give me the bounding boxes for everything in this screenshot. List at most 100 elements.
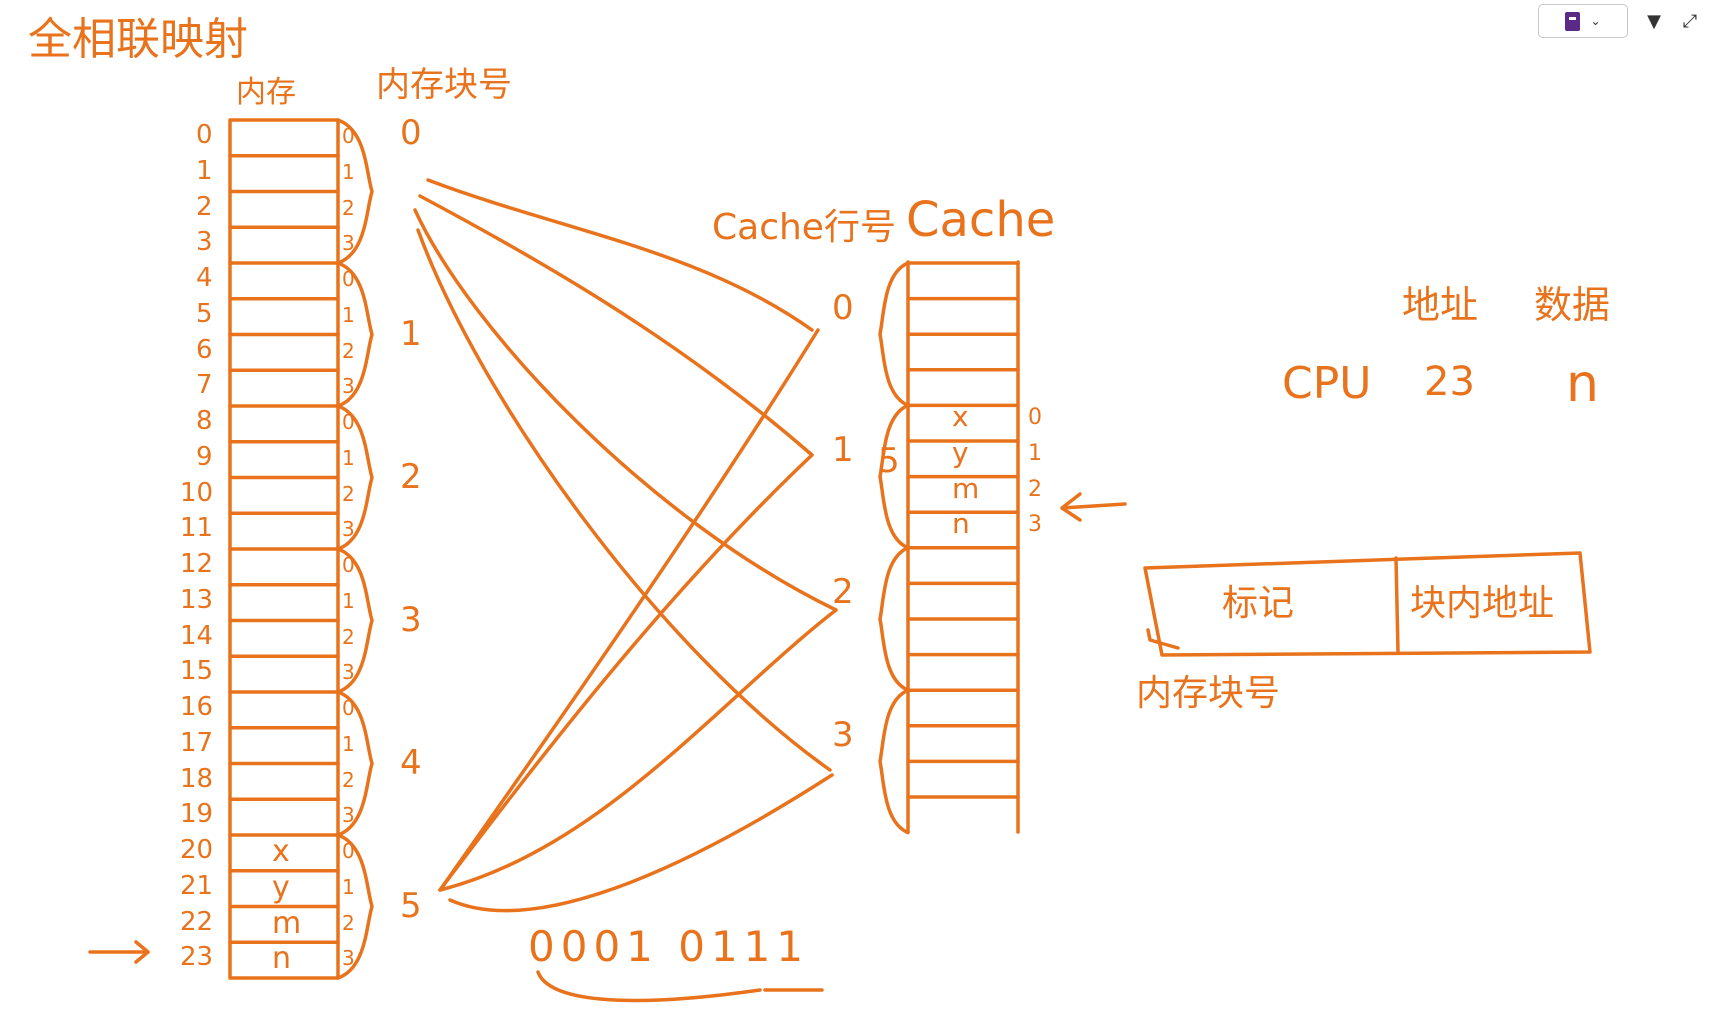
memory-offset-label: 1	[342, 588, 355, 613]
memory-address-label: 15	[180, 656, 214, 687]
map-b5-l0	[438, 328, 820, 892]
cache-arrow	[1060, 492, 1127, 522]
memory-offset-label: 3	[342, 231, 355, 256]
notebook-button[interactable]: ⌄	[1538, 4, 1628, 38]
tag-field-label: 标记	[1222, 583, 1295, 624]
cache-offset-label: 3	[1028, 512, 1042, 538]
memory-offset-label: 1	[342, 731, 355, 756]
cache-line-brace	[878, 546, 910, 692]
memory-address-label: 0	[196, 120, 213, 150]
memory-offset-label: 2	[342, 910, 355, 935]
memory-address-label: 8	[196, 406, 213, 436]
memory-offset-label: 0	[342, 410, 355, 434]
memory-offset-label: 0	[342, 839, 355, 863]
memory-address-label: 21	[180, 870, 214, 901]
cache-line-brace	[878, 688, 910, 835]
memory-content-value: n	[272, 941, 292, 977]
memory-content-value: m	[272, 905, 302, 941]
memory-offset-label: 3	[342, 660, 355, 685]
memory-address-label: 4	[196, 263, 213, 293]
block-number-label: 3	[400, 599, 422, 640]
memory-address-label: 9	[196, 441, 213, 472]
memory-block-brace	[336, 118, 374, 265]
map-b5-l1	[438, 453, 814, 892]
memory-offset-label: 2	[342, 338, 355, 363]
memory-block-braces	[336, 118, 374, 980]
cache-line-number: 0	[832, 287, 854, 328]
cache-line-braces	[878, 261, 910, 835]
memory-address-label: 22	[180, 906, 214, 937]
memory-header: 内存	[236, 75, 296, 110]
notebook-icon	[1565, 11, 1581, 31]
memory-offset-label: 0	[342, 124, 355, 148]
map-b5-l3	[448, 773, 834, 913]
block-number-label: 1	[400, 313, 422, 354]
memory-offset-label: 0	[342, 696, 355, 720]
memory-address-label: 18	[180, 763, 214, 794]
addr-format-box	[1143, 551, 1592, 657]
memory-content-value: x	[272, 834, 290, 869]
expand-icon[interactable]: ⤢	[1682, 10, 1698, 32]
block-number-label: 5	[400, 885, 422, 926]
memory-offset-label: 1	[342, 445, 355, 470]
cache-content-value: n	[952, 507, 970, 541]
memory-block-brace	[336, 404, 374, 551]
memory-address-label: 12	[180, 549, 214, 579]
chevron-down-icon: ⌄	[1590, 14, 1601, 28]
memory-content-value: y	[272, 869, 290, 905]
data-header: 数据	[1534, 283, 1611, 327]
cache-content-value: x	[952, 400, 969, 434]
cache-line-brace	[878, 403, 910, 550]
memory-row-dividers	[228, 154, 340, 944]
cpu-label: CPU	[1282, 358, 1372, 409]
cache-offset-label: 2	[1028, 476, 1042, 502]
page-title: 全相联映射	[28, 14, 248, 65]
toolbar: ⌄ ▼ ⤢	[1538, 4, 1700, 38]
memory-address-label: 17	[180, 727, 214, 758]
mem-arrow	[88, 940, 150, 964]
memory-address-label: 20	[180, 835, 214, 865]
memory-offset-label: 2	[342, 767, 355, 792]
memory-offset-label: 1	[342, 874, 355, 899]
offset-field-label: 块内地址	[1410, 583, 1555, 624]
cache-content-value: y	[952, 436, 969, 469]
cache-line-brace	[878, 261, 910, 408]
memory-block-brace	[336, 690, 374, 837]
cache-offset-label: 0	[1028, 405, 1042, 431]
memory-offset-label: 2	[342, 195, 355, 220]
map-b0-l1	[418, 194, 814, 457]
binary-address: 0001 0111	[528, 922, 810, 971]
block-number-label: 2	[400, 456, 422, 497]
address-header: 地址	[1402, 283, 1479, 327]
pen-icon[interactable]: ▼	[1647, 10, 1661, 32]
memory-offset-label: 0	[342, 267, 355, 291]
memory-address-label: 19	[180, 799, 214, 830]
memory-address-label: 5	[196, 298, 213, 329]
cache-header: Cache	[906, 192, 1056, 248]
memory-address-label: 2	[196, 191, 213, 222]
cache-line-number: 3	[832, 714, 854, 755]
memory-offset-label: 2	[342, 481, 355, 506]
cpu-address: 23	[1424, 359, 1475, 405]
block-number-label: 4	[400, 742, 422, 783]
memory-block-brace	[336, 261, 374, 408]
cache-line-header: Cache行号	[712, 207, 896, 248]
cache-line-number: 1	[832, 430, 854, 470]
binary-tag-brace	[536, 970, 762, 1003]
memory-offset-label: 0	[342, 553, 355, 577]
cache-offset-label: 1	[1028, 441, 1042, 466]
memory-address-label: 23	[180, 942, 214, 973]
tag-note-arrow	[1146, 628, 1180, 650]
memory-offset-label: 2	[342, 624, 355, 649]
memory-address-label: 13	[180, 584, 214, 615]
block-number-label: 0	[400, 112, 422, 153]
map-b0-l3	[416, 228, 832, 772]
map-b0-l0	[426, 178, 814, 332]
memory-address-label: 16	[180, 692, 214, 722]
cache-tag-value: 5	[878, 441, 900, 481]
memory-offset-label: 3	[342, 374, 355, 399]
cache-row-dividers	[906, 296, 1020, 799]
addr-format-divider	[1394, 556, 1400, 654]
memory-address-label: 1	[196, 155, 213, 186]
